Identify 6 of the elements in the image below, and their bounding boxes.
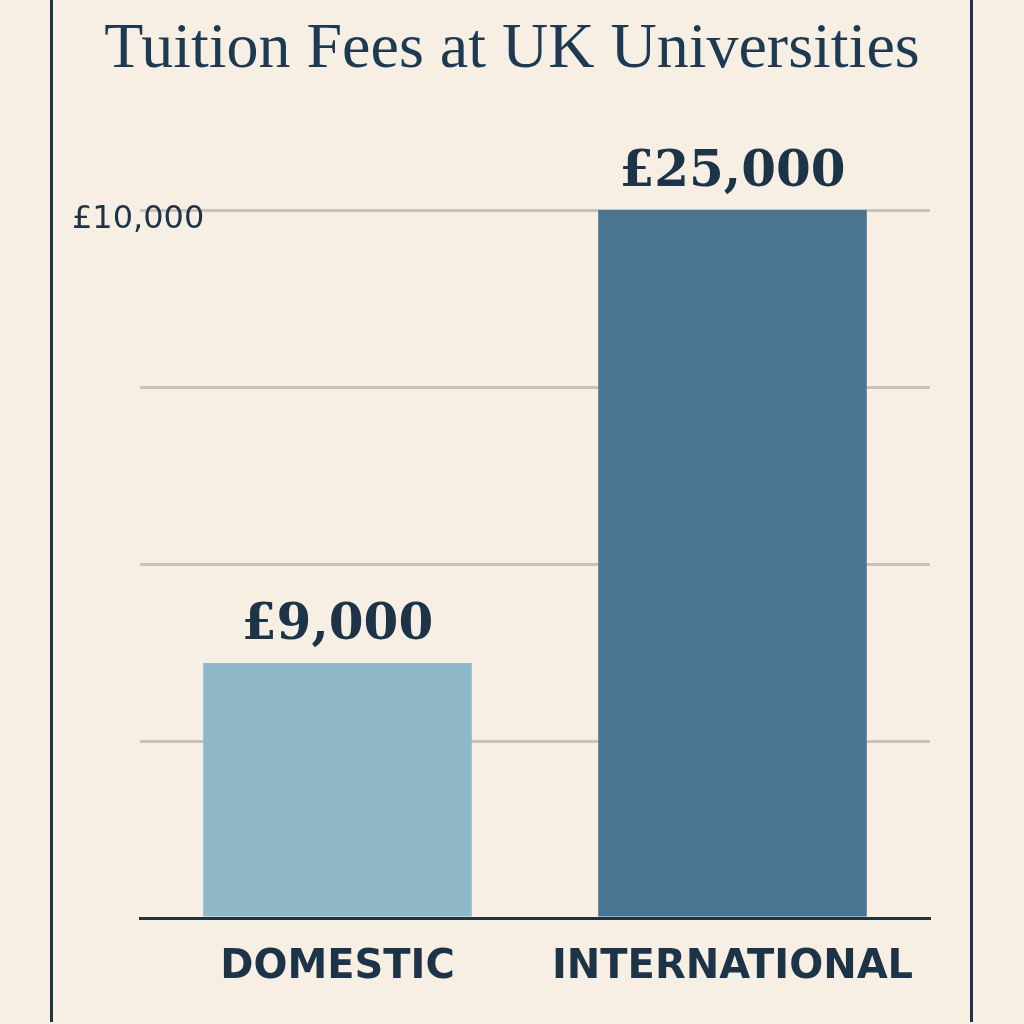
chart-title: Tuition Fees at UK Universities: [103, 10, 921, 82]
x-tick-label: DOMESTIC: [220, 941, 455, 988]
data-label: £25,000: [619, 138, 846, 198]
x-tick-label: INTERNATIONAL: [551, 941, 914, 988]
data-label: £9,000: [241, 592, 434, 652]
annotation: £10,000: [72, 198, 205, 237]
